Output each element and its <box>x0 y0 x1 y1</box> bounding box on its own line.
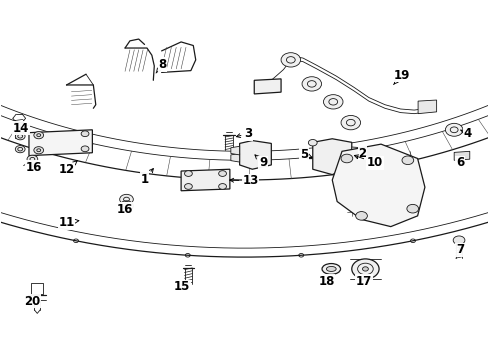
Circle shape <box>34 147 43 154</box>
Circle shape <box>406 204 418 213</box>
Text: 5: 5 <box>299 148 311 161</box>
Polygon shape <box>453 151 469 160</box>
Circle shape <box>15 145 25 153</box>
Circle shape <box>184 184 192 189</box>
Text: 16: 16 <box>25 161 42 174</box>
Polygon shape <box>254 79 281 94</box>
Circle shape <box>15 133 25 140</box>
Text: 2: 2 <box>357 147 366 159</box>
Circle shape <box>81 131 89 136</box>
Circle shape <box>302 77 321 91</box>
Polygon shape <box>181 169 229 191</box>
Text: 13: 13 <box>229 174 258 187</box>
Polygon shape <box>351 156 361 166</box>
Circle shape <box>34 132 43 139</box>
Text: 16: 16 <box>117 203 133 216</box>
Circle shape <box>218 184 226 189</box>
Circle shape <box>27 155 38 163</box>
Circle shape <box>184 171 192 176</box>
Polygon shape <box>351 147 361 157</box>
Ellipse shape <box>326 266 335 271</box>
Circle shape <box>452 236 464 244</box>
Circle shape <box>340 154 352 163</box>
Text: 14: 14 <box>13 122 29 135</box>
Text: 4: 4 <box>460 127 471 140</box>
Polygon shape <box>230 146 239 155</box>
Text: 12: 12 <box>58 161 77 176</box>
Circle shape <box>445 123 462 136</box>
Ellipse shape <box>322 264 340 274</box>
Circle shape <box>81 146 89 152</box>
Circle shape <box>308 139 317 146</box>
Text: 8: 8 <box>156 58 166 73</box>
Text: 9: 9 <box>254 155 266 169</box>
Text: 11: 11 <box>58 216 79 229</box>
Text: 19: 19 <box>392 69 409 85</box>
Circle shape <box>362 267 367 271</box>
Circle shape <box>120 194 133 204</box>
Text: 17: 17 <box>355 275 371 288</box>
Text: 7: 7 <box>455 243 463 256</box>
Polygon shape <box>417 100 436 114</box>
Text: 6: 6 <box>455 156 463 169</box>
Circle shape <box>355 212 366 220</box>
Text: 20: 20 <box>24 295 41 308</box>
Circle shape <box>340 116 360 130</box>
Text: 15: 15 <box>174 280 190 293</box>
Circle shape <box>323 95 342 109</box>
Polygon shape <box>239 140 271 169</box>
Polygon shape <box>312 139 351 175</box>
Polygon shape <box>230 153 239 162</box>
Circle shape <box>401 156 413 165</box>
Text: 10: 10 <box>354 155 383 169</box>
Polygon shape <box>331 144 424 226</box>
Polygon shape <box>29 130 92 156</box>
Circle shape <box>120 201 133 211</box>
Circle shape <box>218 171 226 176</box>
Circle shape <box>351 259 378 279</box>
Circle shape <box>281 53 300 67</box>
Text: 1: 1 <box>140 168 153 186</box>
Text: 3: 3 <box>236 127 252 140</box>
Text: 18: 18 <box>318 275 334 288</box>
